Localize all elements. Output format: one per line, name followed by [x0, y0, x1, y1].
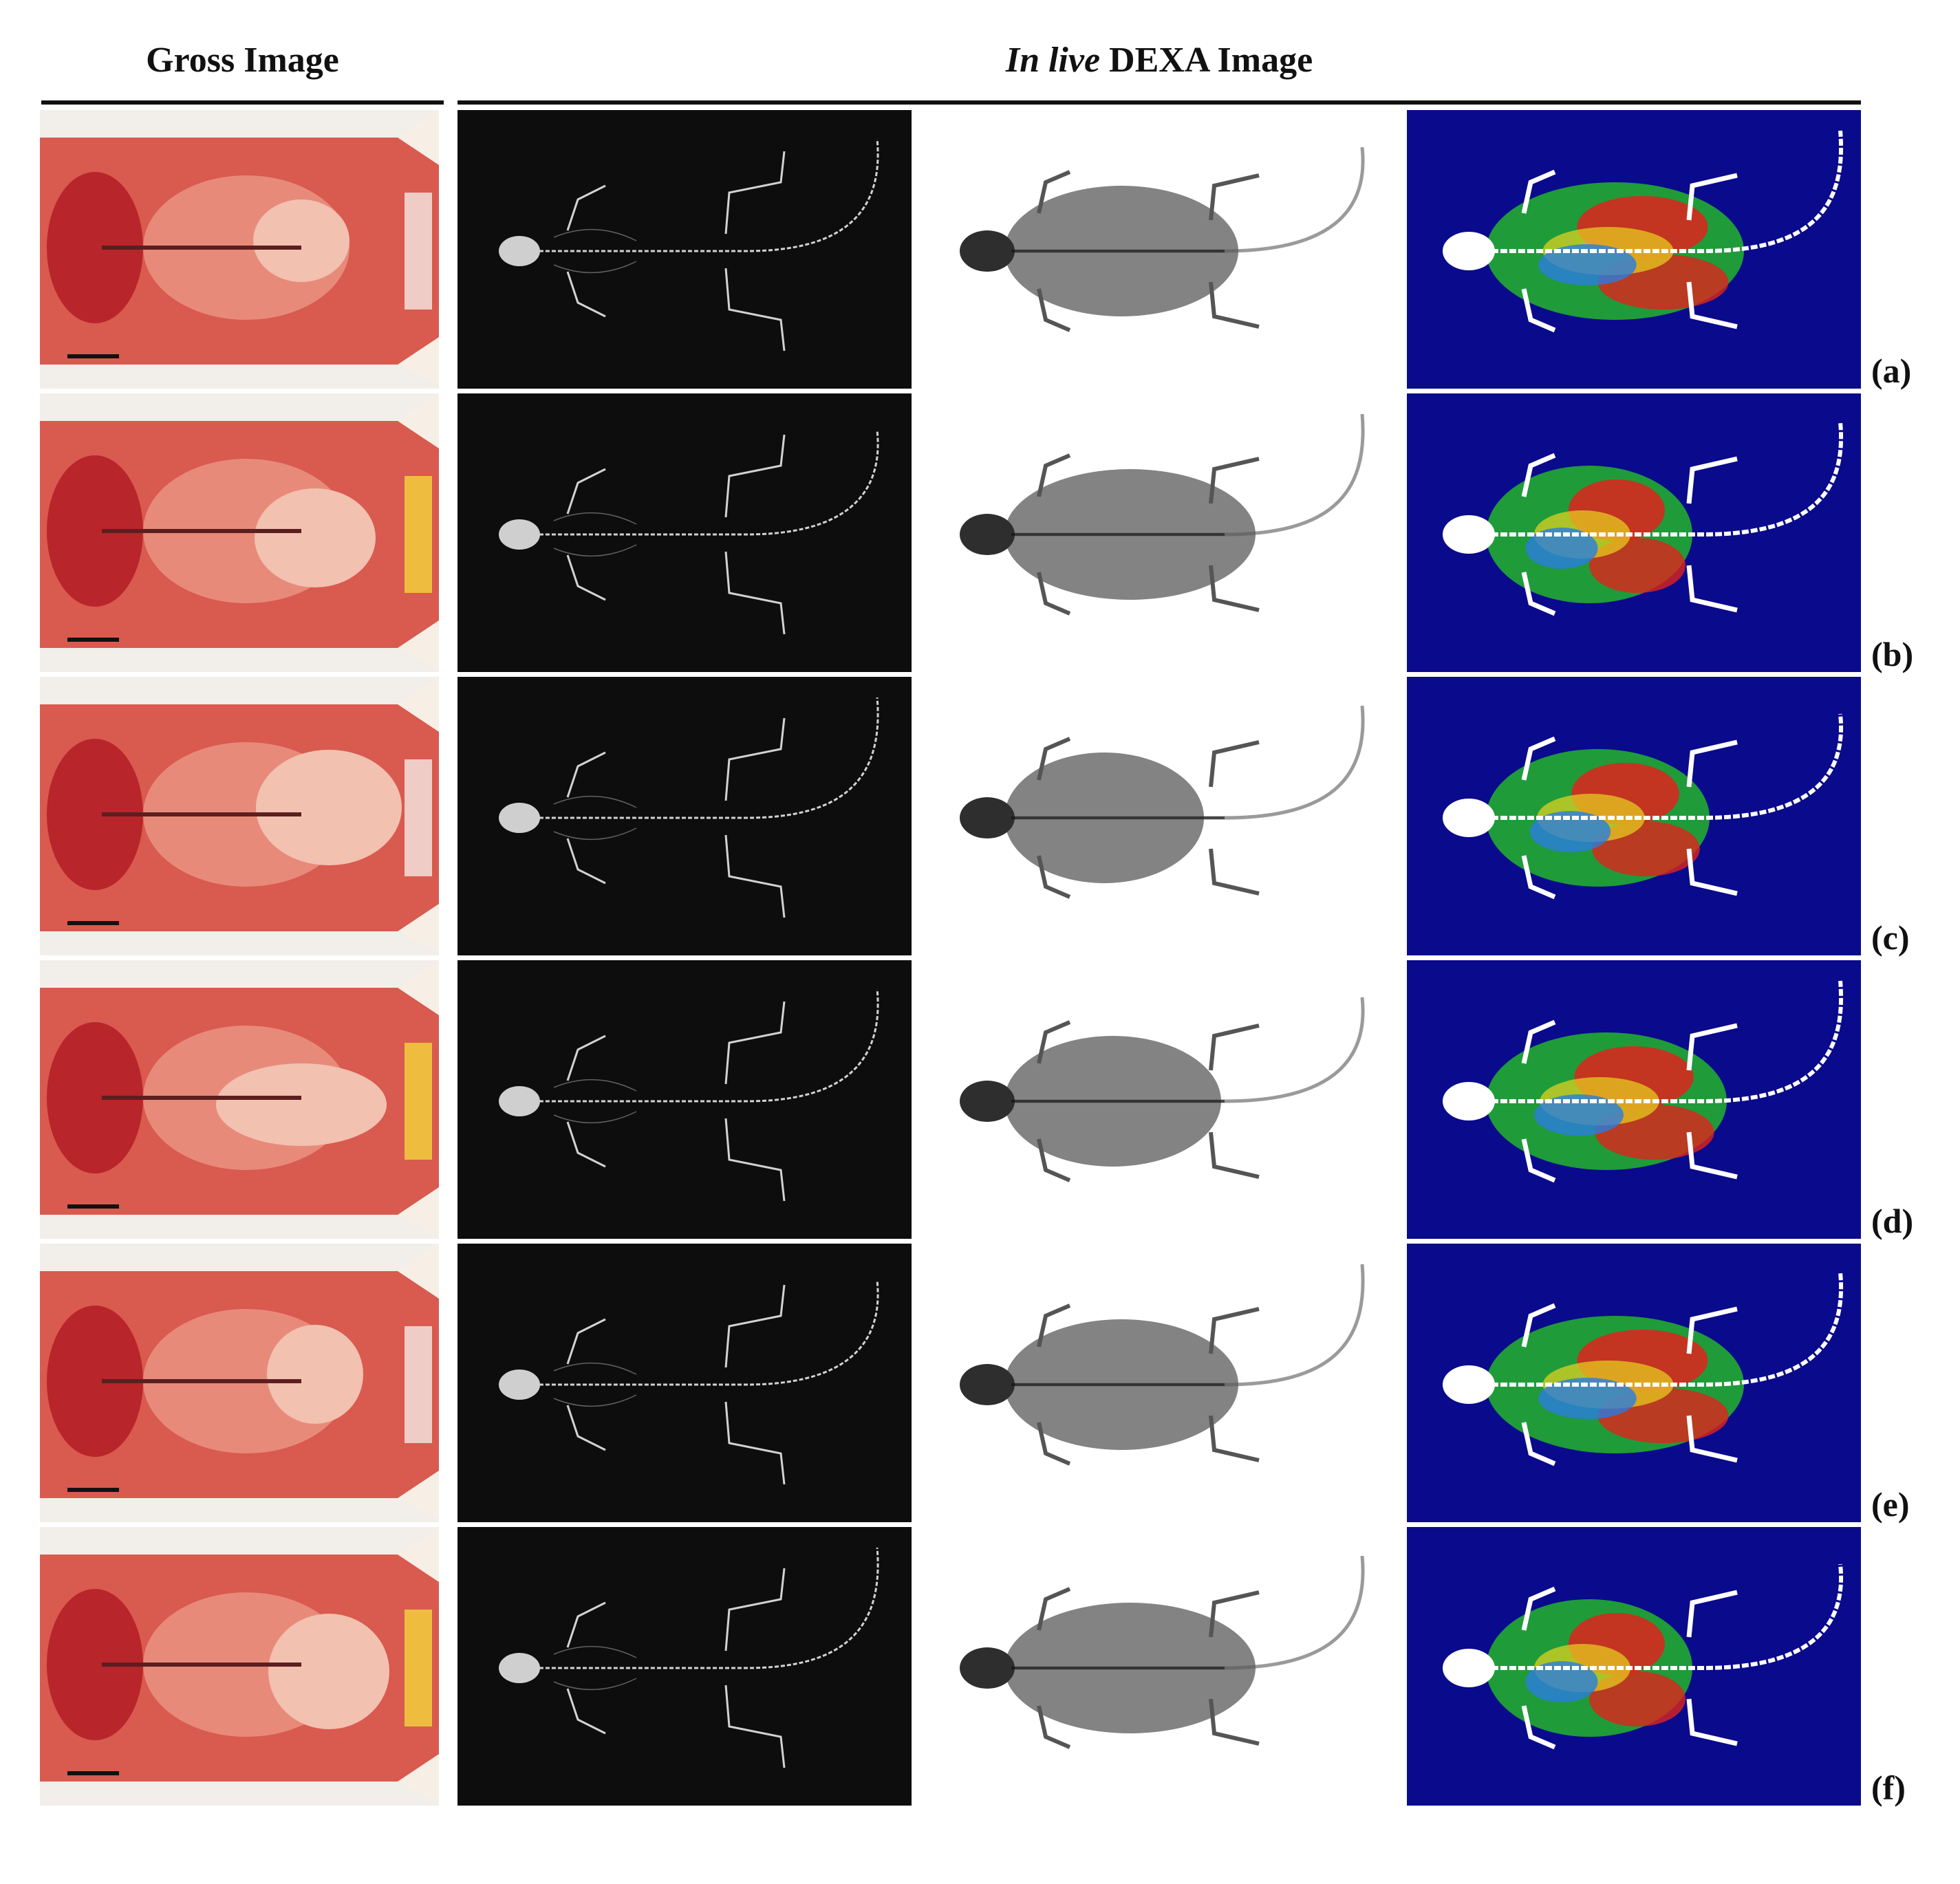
dexa-title-rest: DEXA Image: [1100, 41, 1313, 80]
dexa-bone-panel: [457, 1527, 912, 1806]
row-label: (a): [1871, 351, 1912, 390]
gross-title-rule: [41, 100, 444, 105]
dexa-colormap-panel: [1407, 110, 1861, 389]
dexa-xray-panel: [922, 960, 1397, 1239]
dexa-title-italic: In live: [1005, 41, 1101, 80]
gross-photo-panel: [40, 393, 439, 672]
dexa-colormap-panel: [1407, 1244, 1861, 1522]
row-label: (e): [1871, 1485, 1910, 1524]
dexa-colormap-panel: [1407, 393, 1861, 672]
dexa-xray-panel: [922, 1244, 1397, 1522]
dexa-colormap-panel: [1407, 1527, 1861, 1806]
dexa-xray-panel: [922, 393, 1397, 672]
dexa-bone-panel: [457, 1244, 912, 1522]
row-label: (d): [1871, 1202, 1914, 1240]
gross-photo-panel: [40, 110, 439, 389]
dexa-colormap-panel: [1407, 960, 1861, 1239]
gross-image-title: Gross Image: [146, 41, 339, 80]
gross-photo-panel: [40, 960, 439, 1239]
dexa-bone-panel: [457, 110, 912, 389]
dexa-bone-panel: [457, 960, 912, 1239]
dexa-xray-panel: [922, 110, 1397, 389]
dexa-bone-panel: [457, 393, 912, 672]
dexa-title-rule: [457, 100, 1861, 105]
row-label: (b): [1871, 635, 1914, 673]
row-label: (f): [1871, 1768, 1906, 1807]
dexa-bone-panel: [457, 677, 912, 955]
gross-photo-panel: [40, 1244, 439, 1522]
row-label: (c): [1871, 918, 1910, 957]
dexa-xray-panel: [922, 1527, 1397, 1806]
gross-photo-panel: [40, 677, 439, 955]
dexa-image-title: In live DEXA Image: [454, 40, 1864, 80]
gross-photo-panel: [40, 1527, 439, 1806]
dexa-xray-panel: [922, 677, 1397, 955]
dexa-colormap-panel: [1407, 677, 1861, 955]
